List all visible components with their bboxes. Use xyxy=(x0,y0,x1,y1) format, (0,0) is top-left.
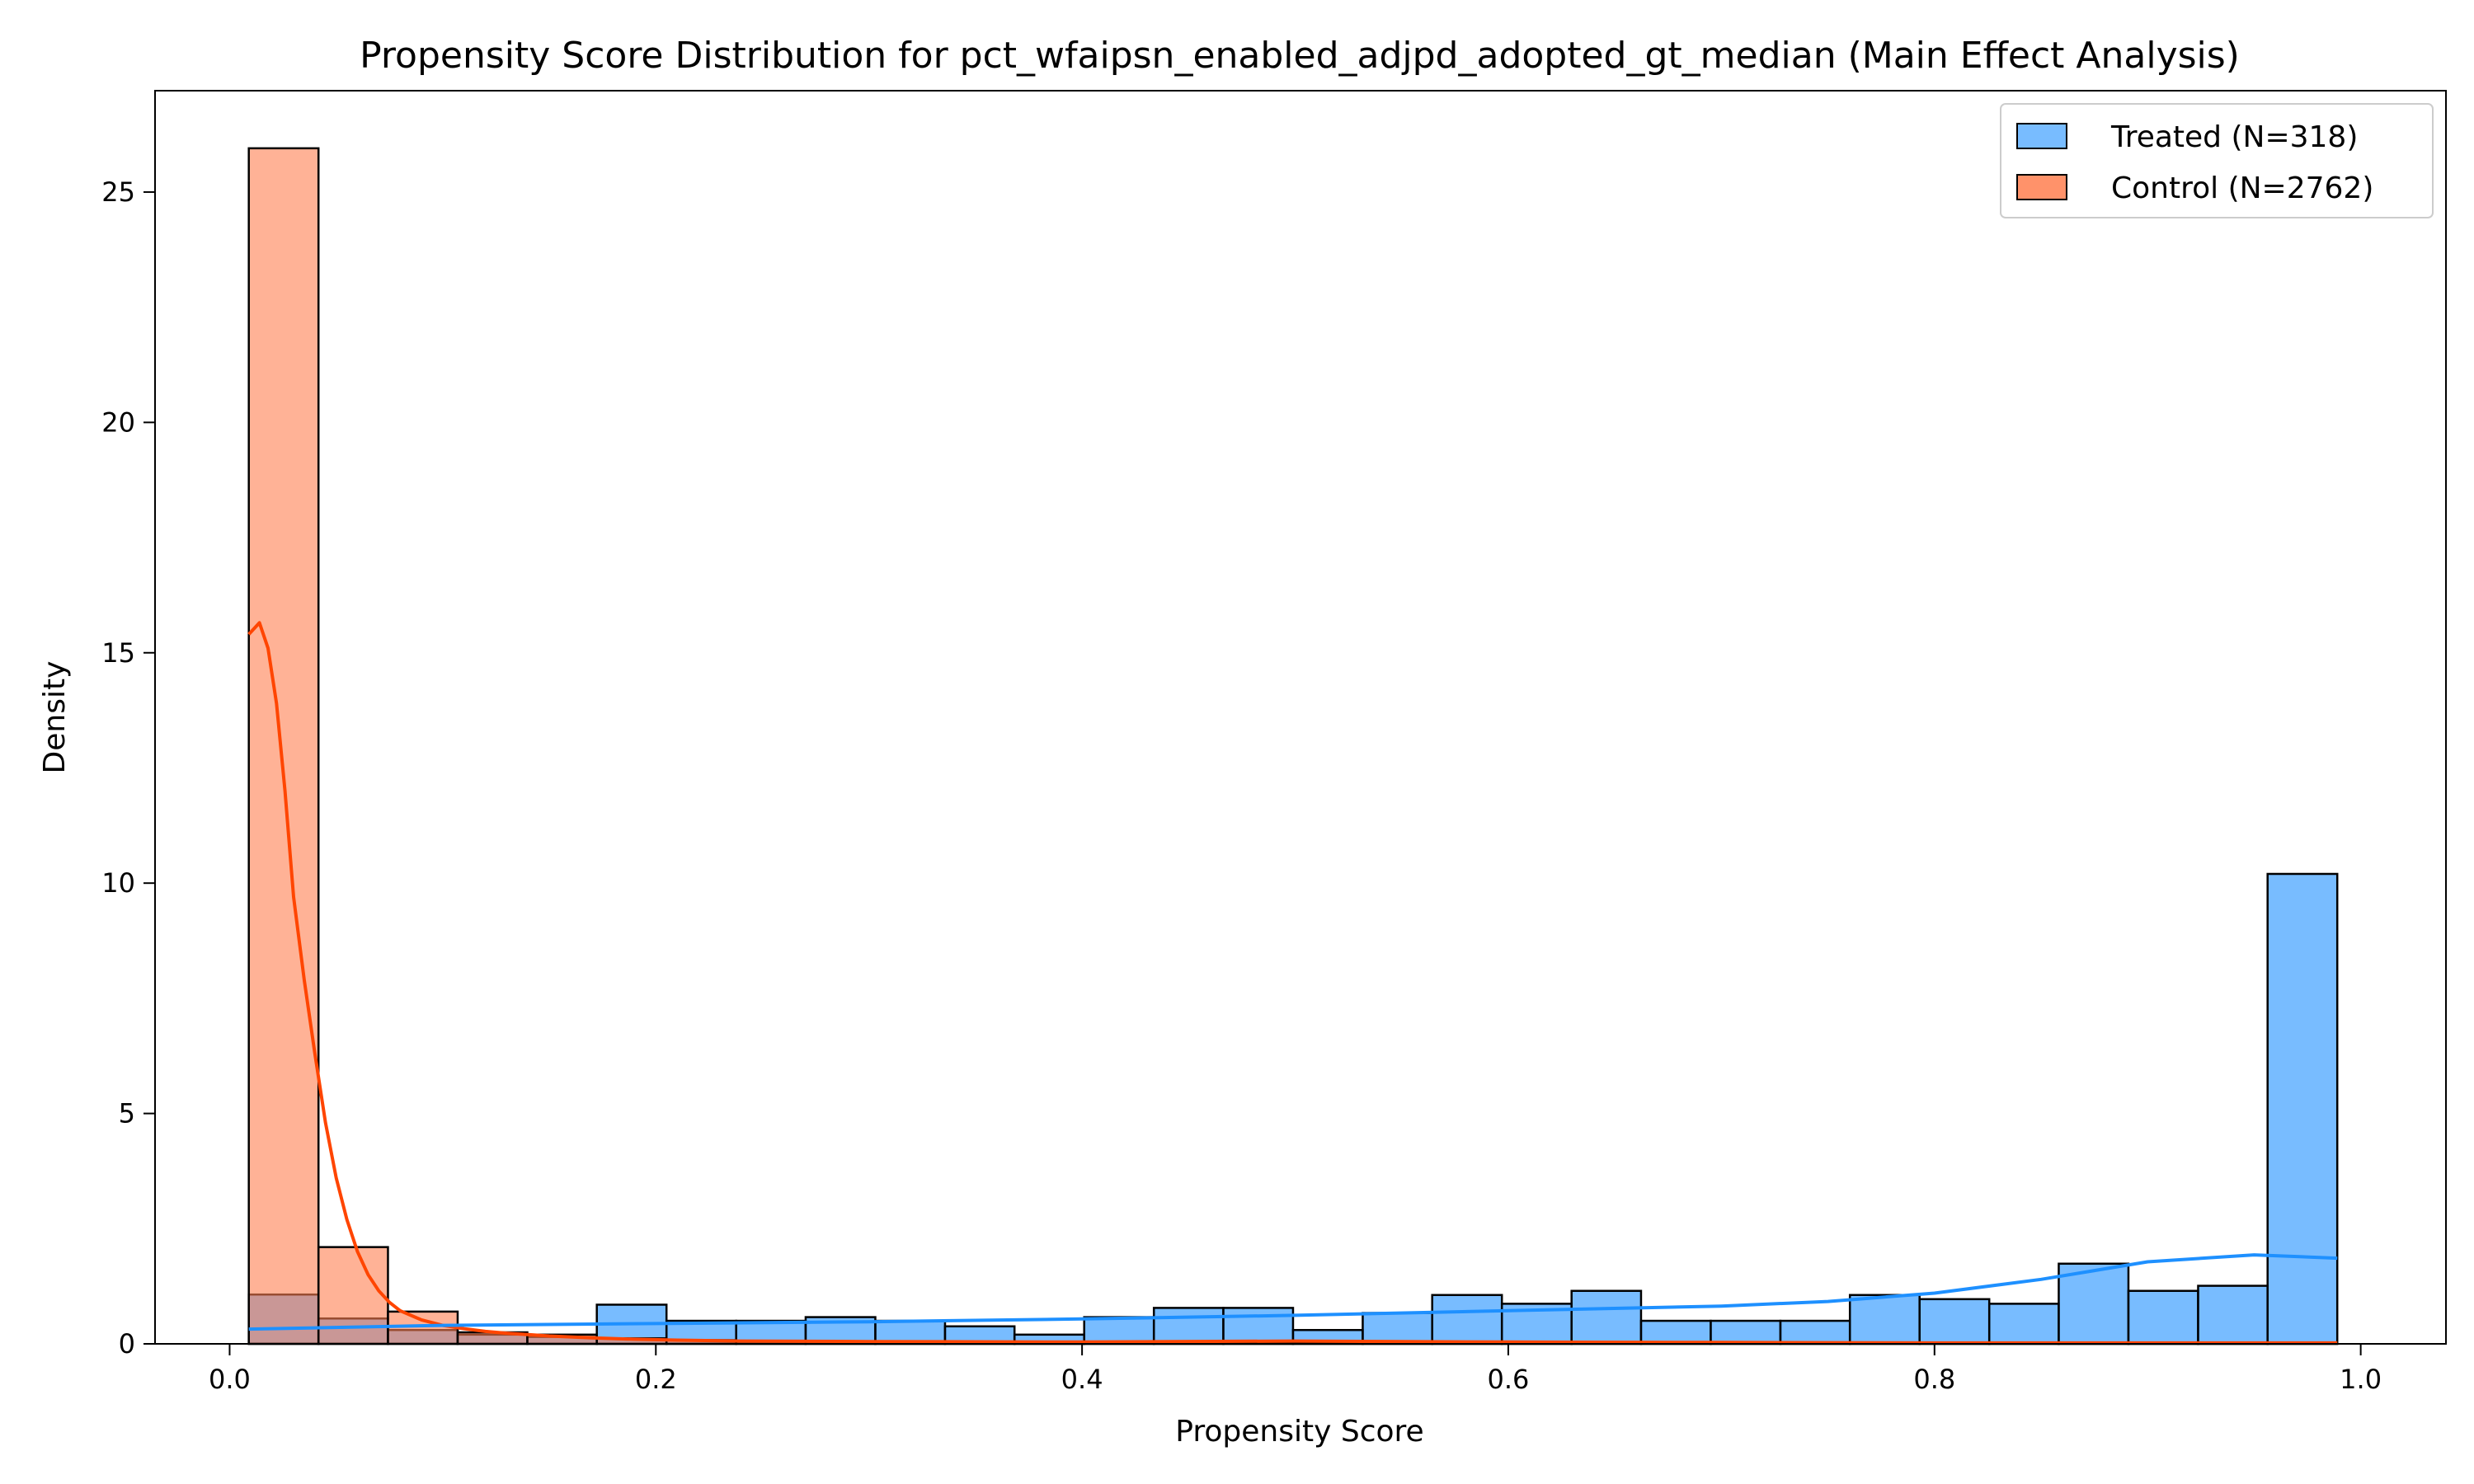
treated-bar-13 xyxy=(1152,1307,1225,1345)
x-axis-label: Propensity Score xyxy=(1175,1415,1423,1449)
legend-swatch-treated xyxy=(2016,123,2067,149)
treated-bar-22 xyxy=(1779,1319,1851,1345)
x-tick-label-3: 0.6 xyxy=(1488,1364,1530,1395)
treated-bar-21 xyxy=(1710,1319,1782,1345)
treated-bar-26 xyxy=(2058,1262,2130,1345)
treated-kde-line xyxy=(248,1253,2338,1331)
x-tick-label-2: 0.4 xyxy=(1061,1364,1103,1395)
x-axis: 0.0 0.2 0.4 0.6 0.8 1.0 xyxy=(209,1344,2382,1395)
legend-frame xyxy=(2000,103,2434,218)
treated-bar-27 xyxy=(2127,1289,2199,1345)
x-tick-label-0: 0.0 xyxy=(209,1364,251,1395)
y-tick-label-5: 25 xyxy=(101,176,135,208)
treated-bar-12 xyxy=(1083,1316,1155,1345)
plot-frame xyxy=(154,90,2447,1345)
legend-label-control: Control (N=2762) xyxy=(2111,171,2373,205)
y-axis: 0 5 10 15 20 25 xyxy=(101,176,155,1360)
treated-bar-19 xyxy=(1570,1289,1643,1345)
treated-bar-25 xyxy=(1987,1303,2060,1345)
legend-label-treated: Treated (N=318) xyxy=(2110,120,2358,154)
control-bar-1 xyxy=(317,1246,389,1345)
x-tick-label-1: 0.2 xyxy=(635,1364,677,1395)
treated-bar-29 xyxy=(2266,872,2339,1345)
x-tick-label-4: 0.8 xyxy=(1913,1364,1955,1395)
treated-bar-23 xyxy=(1848,1294,1921,1345)
y-tick-label-4: 20 xyxy=(101,406,135,438)
legend: Treated (N=318) Control (N=2762) xyxy=(2000,103,2434,218)
x-tick-label-5: 1.0 xyxy=(2340,1364,2382,1395)
y-tick-label-2: 10 xyxy=(101,867,135,899)
treated-bar-17 xyxy=(1431,1294,1503,1345)
y-axis-label: Density xyxy=(38,661,72,774)
y-tick-label-0: 0 xyxy=(119,1328,135,1360)
treated-bar-14 xyxy=(1222,1307,1295,1345)
treated-bar-24 xyxy=(1918,1298,1991,1345)
treated-bar-16 xyxy=(1362,1312,1433,1345)
treated-bar-20 xyxy=(1639,1319,1712,1345)
treated-bar-28 xyxy=(2197,1284,2269,1345)
plot-area xyxy=(155,91,2446,1344)
legend-swatch-control xyxy=(2016,174,2067,200)
kde-lines xyxy=(247,621,2338,1345)
y-tick-label-3: 15 xyxy=(101,637,135,669)
control-bar-0 xyxy=(247,147,320,1345)
y-tick-label-1: 5 xyxy=(119,1098,135,1129)
chart-title: Propensity Score Distribution for pct_wf… xyxy=(360,35,2240,77)
